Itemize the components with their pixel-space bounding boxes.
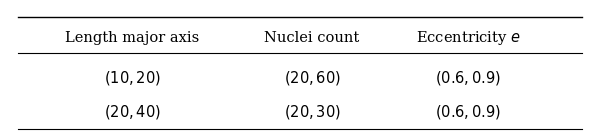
Text: $(20, 60)$: $(20, 60)$ bbox=[284, 69, 340, 87]
Text: $(0.6, 0.9)$: $(0.6, 0.9)$ bbox=[435, 103, 501, 121]
Text: $(20, 40)$: $(20, 40)$ bbox=[104, 103, 160, 121]
Text: $(10, 20)$: $(10, 20)$ bbox=[104, 69, 160, 87]
Text: $(20, 30)$: $(20, 30)$ bbox=[284, 103, 340, 121]
Text: Nuclei count: Nuclei count bbox=[265, 31, 359, 45]
Text: Eccentricity $e$: Eccentricity $e$ bbox=[416, 29, 520, 47]
Text: $(0.6, 0.9)$: $(0.6, 0.9)$ bbox=[435, 69, 501, 87]
Text: Length major axis: Length major axis bbox=[65, 31, 199, 45]
